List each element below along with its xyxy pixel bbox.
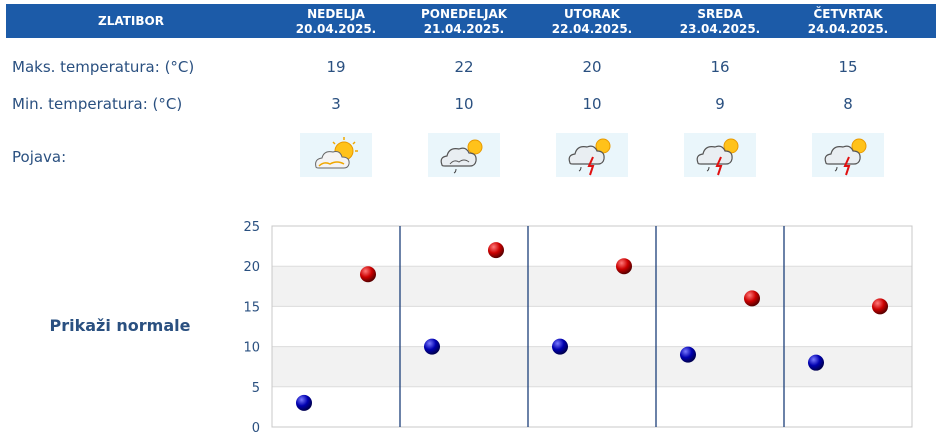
max-temp-point [488, 242, 504, 259]
day-date: 24.04.2025. [807, 22, 889, 36]
storm-sun-icon [684, 133, 756, 177]
max-temp-point [872, 298, 888, 315]
min-temp-value: 8 [843, 95, 853, 113]
day-name: UTORAK [564, 7, 620, 21]
plot-frame [271, 225, 913, 428]
min-temp-point [680, 346, 696, 363]
min-temp-value: 10 [454, 95, 474, 113]
plot-area: 0 5 10 15 20 25 [243, 220, 913, 436]
max-temp-value: 22 [454, 58, 474, 76]
y-tick-label: 0 [252, 421, 260, 436]
y-tick-label: 15 [243, 300, 260, 315]
min-temp-value: 9 [715, 95, 725, 113]
max-temp-point [616, 258, 632, 275]
day-header-2: PONEDELJAK 21.04.2025. [400, 4, 528, 38]
forecast-header: ZLATIBOR NEDELJA 20.04.2025. PONEDELJAK … [6, 4, 936, 38]
storm-sun-icon [812, 133, 884, 177]
min-temp-point [552, 338, 568, 355]
min-temp-point [296, 394, 312, 411]
grid-band [272, 266, 912, 307]
y-tick-label: 20 [243, 260, 260, 275]
y-tick-label: 25 [243, 220, 260, 235]
min-temp-value: 10 [582, 95, 602, 113]
day-date: 20.04.2025. [295, 22, 377, 36]
y-tick-label: 5 [252, 381, 260, 396]
location-name: ZLATIBOR [98, 14, 164, 28]
weather-label: Pojava: [12, 148, 67, 166]
day-date: 23.04.2025. [679, 22, 761, 36]
y-tick-label: 10 [243, 341, 260, 356]
grid-band [272, 386, 912, 427]
day-header-3: UTORAK 22.04.2025. [528, 4, 656, 38]
day-name: ČETVRTAK [813, 7, 883, 21]
max-temp-value: 20 [582, 58, 602, 76]
grid-band [272, 226, 912, 267]
day-name: SREDA [697, 7, 743, 21]
max-temp-value: 19 [326, 58, 346, 76]
day-header-5: ČETVRTAK 24.04.2025. [784, 4, 912, 38]
day-date: 21.04.2025. [423, 22, 505, 36]
day-date: 22.04.2025. [551, 22, 633, 36]
min-temp-point [808, 354, 824, 371]
show-normals-link[interactable]: Prikaži normale [49, 316, 191, 335]
max-temp-value: 15 [838, 58, 858, 76]
max-temp-value: 16 [710, 58, 730, 76]
day-name: PONEDELJAK [420, 7, 508, 21]
min-temp-point [424, 338, 440, 355]
min-temp-label: Min. temperatura: (°C) [12, 95, 183, 113]
cloud-sun-light-rain-icon [428, 133, 500, 177]
max-temp-point [744, 290, 760, 307]
min-temp-value: 3 [331, 95, 341, 113]
day-header-1: NEDELJA 20.04.2025. [272, 4, 400, 38]
storm-sun-icon [556, 133, 628, 177]
max-temp-point [360, 266, 376, 283]
grid-band [272, 306, 912, 347]
day-header-4: SREDA 23.04.2025. [656, 4, 784, 38]
max-temp-label: Maks. temperatura: (°C) [12, 58, 195, 76]
day-name: NEDELJA [307, 7, 365, 21]
grid-band [272, 346, 912, 387]
sun-cloud-icon [300, 133, 372, 177]
